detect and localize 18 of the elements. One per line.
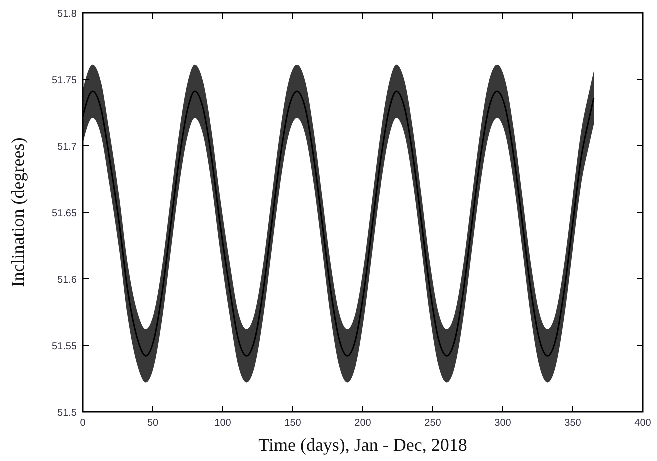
x-tick-label: 150 — [284, 418, 302, 429]
x-tick-label: 200 — [354, 418, 372, 429]
y-tick-label: 51.55 — [52, 342, 78, 352]
y-tick-label: 51.7 — [58, 142, 78, 153]
y-tick-label: 51.75 — [52, 76, 78, 86]
x-tick-label: 250 — [424, 418, 442, 429]
y-tick-label: 51.65 — [52, 208, 78, 220]
y-tick-label: 51.5 — [58, 408, 78, 419]
x-tick-label: 50 — [147, 418, 159, 429]
x-tick-label: 100 — [214, 418, 232, 429]
x-axis-title: Time (days), Jan - Dec, 2018 — [258, 435, 468, 455]
x-tick-label: 0 — [80, 418, 86, 429]
x-tick-label: 300 — [494, 418, 512, 429]
x-tick-label: 400 — [634, 418, 652, 429]
x-tick-label: 350 — [564, 418, 582, 429]
y-tick-label: 51.8 — [58, 9, 78, 20]
y-tick-label: 51.6 — [58, 275, 78, 286]
y-axis-title: Inclination (degrees) — [8, 138, 28, 288]
